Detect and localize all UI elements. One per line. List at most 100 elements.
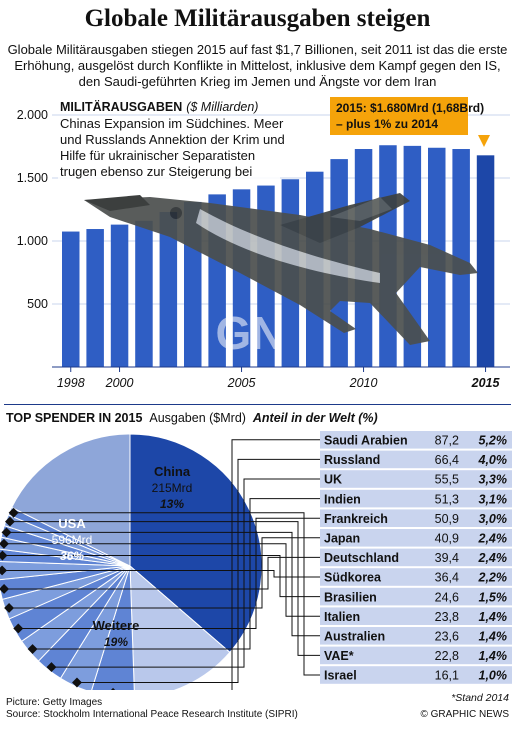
svg-text:trugen ebenso zur Steigerung b: trugen ebenso zur Steigerung bei [60,164,252,179]
leader-marker [27,644,38,654]
table-value: 23,6 [435,630,459,644]
leader-marker [1,527,12,538]
table-row [320,607,512,625]
leader-marker [13,623,24,634]
table-country: UK [324,473,342,487]
table-row [320,529,512,547]
table-share: 4,0% [478,453,508,467]
picture-credit: Picture: Getty Images [6,697,103,708]
pie-chart: Saudi Arabien 87,2 5,2% Russland 66,4 4,0% UK 5… [0,431,512,690]
table-row [320,587,512,606]
x-tick-label: 2000 [105,376,134,390]
leader-marker [5,516,15,527]
leader-marker [0,538,9,549]
table-row [320,470,512,488]
leader-line [3,543,320,617]
svg-text:– plus 1% zu 2014: – plus 1% zu 2014 [336,117,438,131]
table-row [320,646,512,665]
table-row [320,431,512,449]
fighter-jet-photo [84,193,478,345]
bar-2001 [135,220,153,367]
svg-text:13%: 13% [160,497,184,511]
table-row [320,666,512,684]
svg-text:215Mrd: 215Mrd [152,481,193,495]
leader-line [9,521,320,656]
graphic-news-credit: © GRAPHIC NEWS [420,709,510,720]
svg-text:und Russlands Annektion der Kr: und Russlands Annektion der Krim und [60,132,285,147]
y-tick-label: 2.000 [17,108,48,122]
svg-text:USA: USA [58,516,86,531]
bar-note: Chinas Expansion im Südchines. Meer und … [58,116,285,180]
leader-line [18,517,320,629]
section-divider [4,404,511,405]
svg-text:596Mrd: 596Mrd [52,533,93,547]
table-value: 87,2 [435,434,459,448]
table-country: Russland [324,453,380,467]
bar-2015 [476,155,495,367]
table-value: 51,3 [435,492,459,506]
footer-sources: Picture: Getty Images Source: Stockholm … [6,697,298,721]
leader-marker [4,603,15,613]
table-country: Frankreich [324,512,388,526]
svg-text:Hilfe für ukrainischer Separat: Hilfe für ukrainischer Separatisten [60,148,255,163]
table-share: 2,4% [478,532,508,546]
x-tick-label: 1998 [57,376,85,390]
table-value: 24,6 [435,590,459,604]
table-value: 55,5 [435,473,459,487]
table-value: 23,8 [435,610,459,624]
svg-text:China: China [154,464,191,479]
table-share: 1,5% [479,590,508,604]
pie-label-usa: USA 596Mrd 36% [52,516,93,563]
table-row [320,548,512,567]
table-share: 2,2% [478,571,508,585]
leader-line [13,512,320,676]
svg-text:Chinas Expansion im Südchines.: Chinas Expansion im Südchines. Meer [60,116,284,131]
table-share: 2,4% [478,551,508,565]
table-share: 3,1% [479,492,508,506]
leader-line [231,439,320,690]
bar-1999 [86,229,104,367]
pie-section-title: TOP SPENDER IN 2015 Ausgaben ($Mrd) Ante… [6,411,378,425]
leader-marker [8,507,19,518]
pie-label-china: China 215Mrd 13% [152,464,193,511]
table-value: 50,9 [435,512,459,526]
svg-text:36%: 36% [60,549,84,563]
bar-heading: MILITÄRAUSGABEN ($ Milliarden) [60,99,258,114]
pie-label-weitere: Weitere 19% [93,618,140,649]
bar-2000 [110,224,129,367]
table-country: Brasilien [324,590,377,604]
bar-2002 [159,212,178,367]
bar-1998 [62,231,80,367]
svg-text:19%: 19% [104,635,128,649]
table-value: 66,4 [435,453,459,467]
table-country: Südkorea [324,571,382,585]
leader-line [2,555,320,598]
leader-marker [0,565,8,576]
leader-marker [46,662,57,673]
leader-marker [0,550,8,561]
table-row [320,627,512,645]
table-row [320,509,512,527]
bar-2014 [452,149,470,367]
stand-note: *Stand 2014 [451,692,509,704]
table-country: Deutschland [324,551,399,565]
table-country: VAE* [324,649,354,663]
table-row [320,450,512,469]
watermark: GN [216,307,285,359]
table-row [320,489,512,508]
table-value: 39,4 [435,551,459,565]
table-value: 22,8 [435,649,459,663]
leader-line [51,478,320,668]
leader-line [2,569,320,578]
table-share: 1,4% [479,649,508,663]
table-country: Saudi Arabien [324,434,408,448]
table-row [320,568,512,586]
table-country: Japan [324,532,360,546]
x-tick-label: 2005 [227,376,256,390]
y-tick-label: 1.500 [17,171,48,185]
table-share: 1,0% [479,669,508,683]
x-tick-label: 2015 [471,376,501,390]
table-country: Australien [324,630,385,644]
y-tick-label: 1.000 [17,234,48,248]
intro-text: Globale Militärausgaben stiegen 2015 auf… [7,42,508,89]
